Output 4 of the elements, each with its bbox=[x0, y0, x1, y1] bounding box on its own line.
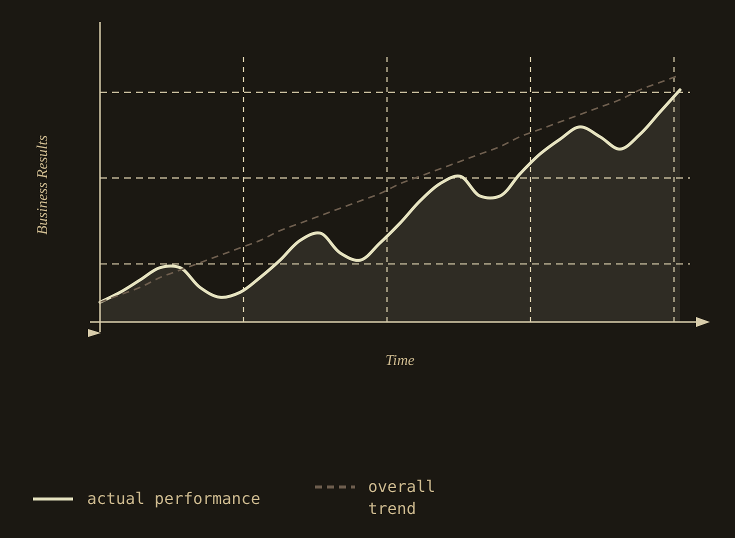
y-axis-title: Business Results bbox=[35, 135, 51, 235]
legend-label: overall trend bbox=[368, 477, 436, 518]
legend-label: actual performance bbox=[87, 489, 260, 508]
x-axis-title: Time bbox=[385, 353, 415, 369]
